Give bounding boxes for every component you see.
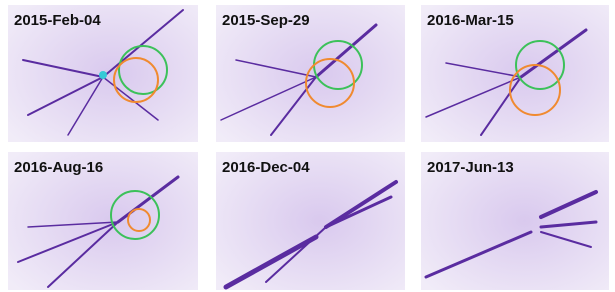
panel-label: 2015-Feb-04 bbox=[14, 12, 101, 29]
panel: 2016-Dec-04 bbox=[216, 152, 405, 290]
panel-label: 2016-Aug-16 bbox=[14, 159, 103, 176]
panel-label: 2016-Dec-04 bbox=[222, 159, 310, 176]
panel: 2015-Sep-29 bbox=[216, 5, 405, 142]
panel: 2015-Feb-04 bbox=[8, 5, 198, 142]
panel: 2017-Jun-13 bbox=[421, 152, 609, 290]
panels: 2015-Feb-04 2015-Sep-29 2016-Mar-15 2016… bbox=[0, 0, 615, 292]
panel: 2016-Aug-16 bbox=[8, 152, 198, 290]
panel-label: 2015-Sep-29 bbox=[222, 12, 310, 29]
panel-label: 2016-Mar-15 bbox=[427, 12, 514, 29]
figure: 2015-Feb-04 2015-Sep-29 2016-Mar-15 2016… bbox=[0, 0, 615, 292]
panel-label: 2017-Jun-13 bbox=[427, 159, 514, 176]
panel: 2016-Mar-15 bbox=[421, 5, 609, 142]
